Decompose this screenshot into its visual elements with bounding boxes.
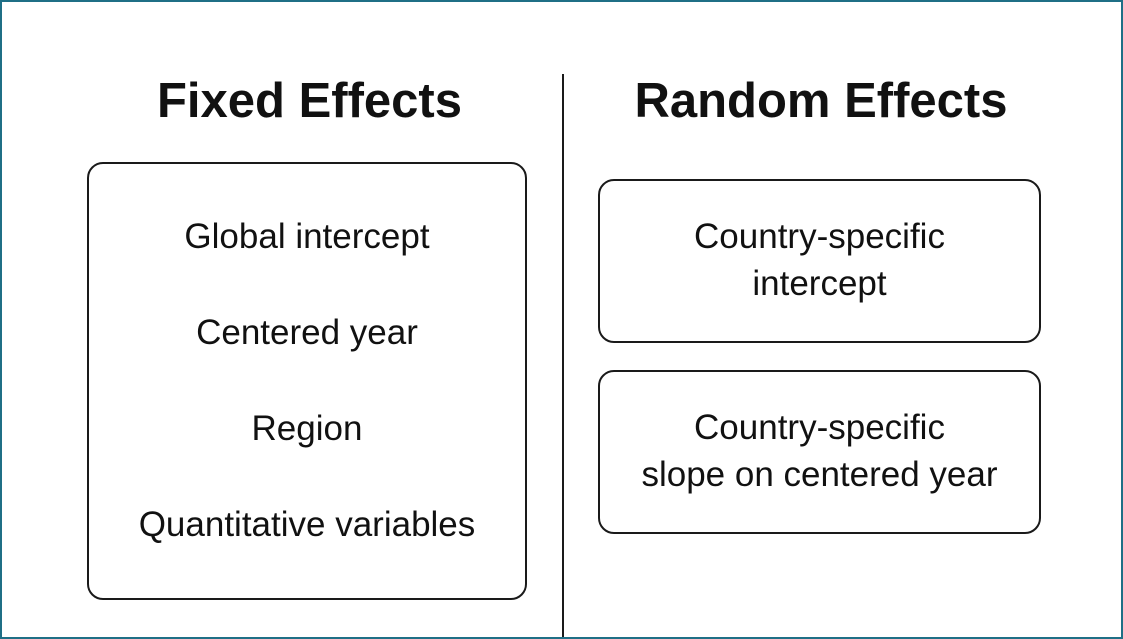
random-effect-intercept-line1: Country-specific bbox=[694, 217, 945, 256]
random-effect-intercept-label: Country-specific intercept bbox=[600, 213, 1039, 307]
random-effect-slope-line2: slope on centered year bbox=[641, 455, 998, 494]
fixed-effect-region: Region bbox=[251, 409, 363, 448]
random-effects-title: Random Effects bbox=[634, 74, 1008, 128]
fixed-effects-box: Global intercept Centered year Region Qu… bbox=[87, 162, 527, 600]
random-effect-slope-line1: Country-specific bbox=[694, 408, 945, 447]
fixed-effect-centered-year: Centered year bbox=[196, 313, 418, 352]
random-effect-intercept-box: Country-specific intercept bbox=[598, 179, 1041, 343]
column-divider bbox=[562, 74, 564, 637]
fixed-effects-title: Fixed Effects bbox=[157, 74, 462, 128]
fixed-effect-quantitative-variables: Quantitative variables bbox=[138, 505, 476, 544]
fixed-effect-global-intercept: Global intercept bbox=[184, 217, 430, 256]
random-effect-intercept-line2: intercept bbox=[752, 264, 887, 303]
random-effect-slope-label: Country-specific slope on centered year bbox=[600, 404, 1039, 498]
random-effect-slope-box: Country-specific slope on centered year bbox=[598, 370, 1041, 534]
